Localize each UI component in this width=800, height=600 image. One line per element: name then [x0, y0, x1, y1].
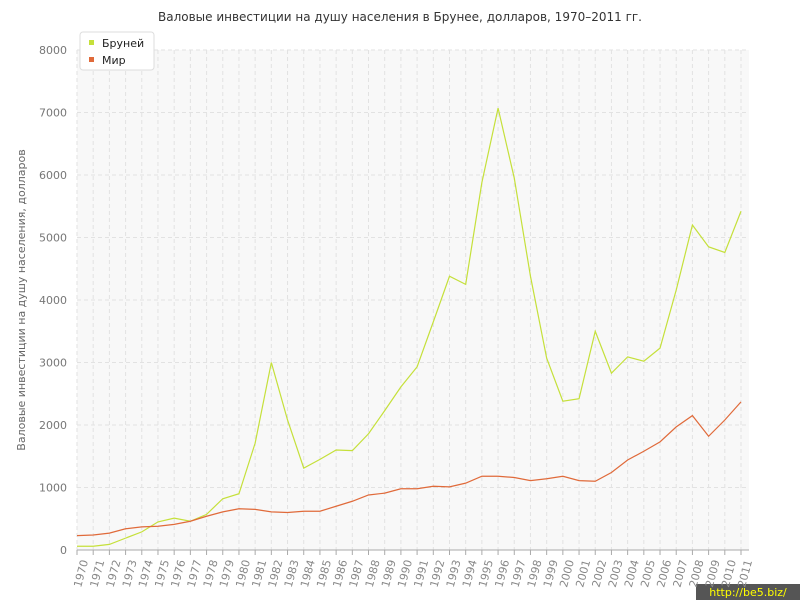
y-tick-label: 8000	[39, 44, 67, 57]
y-tick-label: 4000	[39, 294, 67, 307]
y-tick-label: 6000	[39, 169, 67, 182]
line-series	[76, 401, 742, 537]
y-tick-label: 7000	[39, 107, 67, 120]
watermark-bg	[696, 584, 800, 600]
watermark: http://be5.biz/	[709, 586, 787, 599]
legend-label: Мир	[102, 54, 126, 67]
legend-label: Бруней	[102, 37, 144, 50]
y-tick-label: 0	[60, 544, 67, 557]
legend: Бруней Мир	[79, 31, 155, 71]
y-tick-label: 3000	[39, 357, 67, 370]
legend-swatch	[89, 57, 94, 62]
legend-box	[79, 31, 155, 71]
chart-title: Валовые инвестиции на душу населения в Б…	[158, 10, 642, 24]
y-tick-label: 2000	[39, 419, 67, 432]
y-tick-label: 1000	[39, 482, 67, 495]
line-series	[77, 107, 742, 547]
y-tick-label: 5000	[39, 232, 67, 245]
legend-swatch	[89, 40, 94, 45]
y-axis-label: Валовые инвестиции на душу населения, до…	[15, 149, 28, 450]
